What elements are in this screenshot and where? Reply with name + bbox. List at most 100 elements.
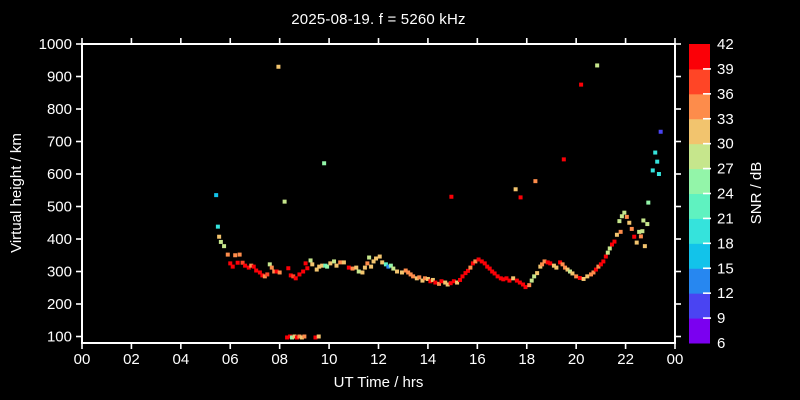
data-point xyxy=(607,246,612,251)
data-point xyxy=(403,268,408,273)
data-point xyxy=(593,267,598,272)
colorbar-segment xyxy=(689,243,710,269)
data-point xyxy=(517,280,522,285)
y-axis-label: Virtual height / km xyxy=(8,133,25,253)
data-point xyxy=(417,275,422,280)
data-point xyxy=(619,214,624,219)
data-point xyxy=(634,240,639,245)
chart-title: 2025-08-19. f = 5260 kHz xyxy=(291,11,466,28)
colorbar-tick-label: 30 xyxy=(717,136,734,153)
data-point xyxy=(612,239,617,244)
y-tick-label: 600 xyxy=(47,166,72,183)
data-point xyxy=(642,244,647,249)
data-point xyxy=(560,262,565,267)
data-point xyxy=(532,274,537,279)
data-point xyxy=(617,219,622,224)
data-point xyxy=(310,262,315,267)
x-tick-label: 22 xyxy=(617,351,634,368)
data-point xyxy=(338,260,343,265)
y-tick-label: 200 xyxy=(47,296,72,313)
data-point xyxy=(215,224,220,229)
data-point xyxy=(272,269,277,274)
data-point xyxy=(540,262,545,267)
data-point xyxy=(235,260,240,265)
colorbar-label: SNR / dB xyxy=(748,161,765,225)
data-point xyxy=(479,259,484,264)
data-point xyxy=(228,261,233,266)
data-point xyxy=(282,199,287,204)
data-point xyxy=(297,272,302,277)
data-point xyxy=(463,271,468,276)
data-point xyxy=(585,274,590,279)
data-point xyxy=(511,276,516,281)
data-point xyxy=(561,157,566,162)
data-point xyxy=(293,276,298,281)
data-point xyxy=(388,263,393,268)
data-point xyxy=(577,276,582,280)
data-point xyxy=(624,214,629,219)
x-tick-label: 14 xyxy=(420,351,437,368)
data-point xyxy=(302,334,307,339)
colorbar-tick-label: 42 xyxy=(717,36,734,53)
data-point xyxy=(595,63,600,68)
data-point xyxy=(356,269,361,274)
data-point xyxy=(267,262,272,267)
data-point xyxy=(605,250,610,255)
data-point xyxy=(391,266,396,271)
colorbar-segment xyxy=(689,218,710,244)
data-point xyxy=(465,268,470,273)
data-point xyxy=(374,256,379,261)
x-tick-label: 02 xyxy=(123,351,140,368)
data-point xyxy=(609,242,614,247)
data-point xyxy=(308,258,313,263)
data-point xyxy=(653,150,658,155)
data-point xyxy=(274,269,279,274)
data-point xyxy=(328,261,333,266)
data-point xyxy=(638,234,643,239)
data-point xyxy=(637,229,642,234)
y-tick-label: 800 xyxy=(47,101,72,118)
data-point xyxy=(288,273,293,278)
data-point xyxy=(380,260,385,265)
data-point xyxy=(533,179,538,184)
data-point xyxy=(627,220,632,225)
data-point xyxy=(383,262,388,267)
data-point xyxy=(322,161,327,166)
data-point xyxy=(598,262,603,267)
data-point xyxy=(596,264,601,269)
x-tick-label: 04 xyxy=(172,351,189,368)
data-point xyxy=(448,281,453,286)
data-point xyxy=(422,276,427,281)
colorbar-segment xyxy=(689,318,710,344)
data-point xyxy=(360,270,365,275)
y-tick-label: 400 xyxy=(47,231,72,248)
data-point xyxy=(251,264,256,269)
x-tick-label: 08 xyxy=(271,351,288,368)
data-point xyxy=(230,264,235,269)
data-point xyxy=(225,252,230,257)
data-point xyxy=(218,239,223,244)
x-tick-label: 12 xyxy=(370,351,387,368)
data-point xyxy=(545,260,550,265)
data-point xyxy=(646,200,651,205)
data-point xyxy=(482,261,487,266)
data-point xyxy=(551,263,556,268)
data-point xyxy=(439,279,444,284)
data-point xyxy=(449,194,454,199)
data-point xyxy=(334,263,339,268)
colorbar-tick-label: 6 xyxy=(717,335,725,352)
data-point xyxy=(433,280,438,285)
y-tick-label: 1000 xyxy=(39,36,72,53)
y-tick-label: 500 xyxy=(47,199,72,216)
data-point xyxy=(369,264,374,269)
data-point xyxy=(430,277,435,282)
data-point xyxy=(217,234,222,239)
data-point xyxy=(641,218,646,223)
data-point xyxy=(276,64,281,69)
data-point xyxy=(542,259,547,264)
data-point xyxy=(554,265,559,270)
data-point xyxy=(269,265,274,270)
data-point xyxy=(350,266,355,271)
colorbar-tick-label: 9 xyxy=(717,310,725,327)
